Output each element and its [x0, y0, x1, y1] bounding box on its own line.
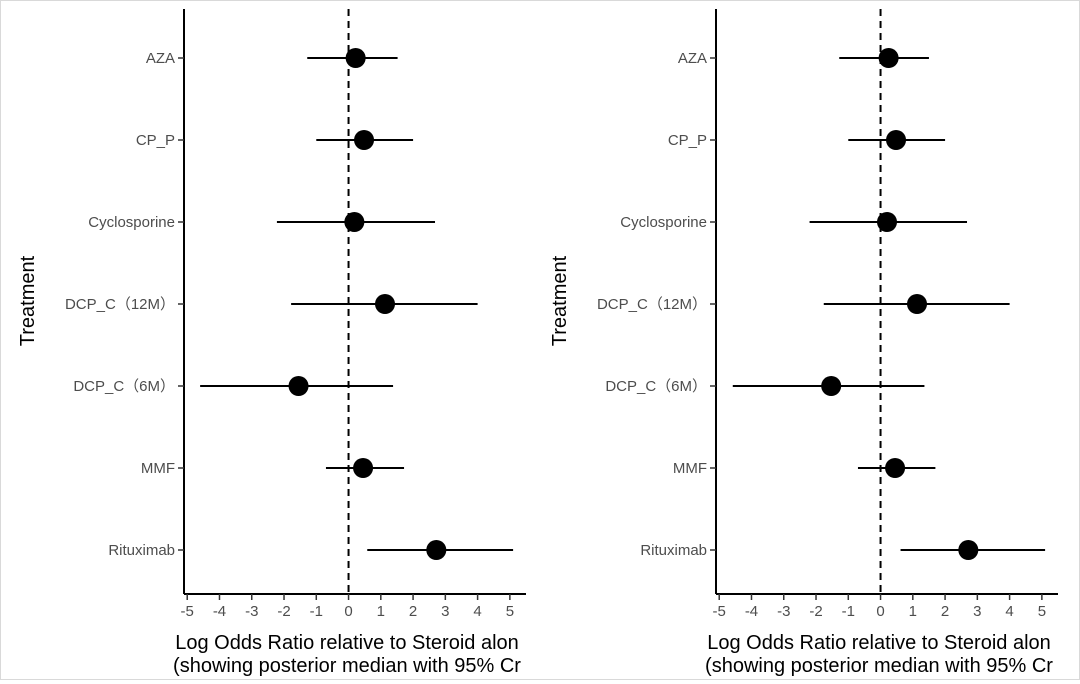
median-point: [878, 48, 899, 68]
x-tick-label: -5: [713, 603, 726, 620]
median-point: [345, 48, 366, 68]
x-tick-label: -1: [310, 603, 323, 620]
x-tick-label: -4: [745, 603, 758, 620]
x-tick-label: -4: [213, 603, 226, 620]
median-point: [877, 212, 897, 232]
x-tick-label: 2: [941, 603, 949, 620]
category-label: Cyclosporine: [88, 214, 175, 231]
x-axis-title-line2: (showing posterior median with 95% Cr: [705, 655, 1053, 677]
x-axis-title-line1: Log Odds Ratio relative to Steroid alon: [175, 632, 519, 654]
x-tick-label: 0: [876, 603, 884, 620]
category-label: Cyclosporine: [620, 214, 707, 231]
x-tick-label: -1: [842, 603, 855, 620]
median-point: [907, 294, 928, 314]
category-label: Rituximab: [640, 542, 707, 559]
category-label: AZA: [678, 50, 707, 67]
x-tick-label: 1: [909, 603, 917, 620]
x-tick-label: 3: [973, 603, 981, 620]
median-point: [375, 294, 396, 314]
median-point: [288, 376, 309, 396]
y-axis-title: Treatment: [17, 255, 39, 346]
x-tick-label: 0: [344, 603, 352, 620]
x-tick-label: 4: [1005, 603, 1013, 620]
forest-panel-right: -5 -4 -3 -2 -1 0 1 2 3 4 5 AZA CP_P Cyclosporine DCP_C…: [549, 9, 1058, 677]
median-point: [886, 130, 907, 150]
category-label: DCP_C（6M）: [73, 378, 175, 395]
x-tick-label: -2: [277, 603, 290, 620]
y-axis-title: Treatment: [549, 255, 571, 346]
x-tick-label: 2: [409, 603, 417, 620]
x-tick-label: -5: [181, 603, 194, 620]
median-point: [885, 458, 906, 478]
category-label: Rituximab: [108, 542, 175, 559]
x-axis-title-line1: Log Odds Ratio relative to Steroid alon: [707, 632, 1051, 654]
forest-panel-left: -5 -4 -3 -2 -1 0 1 2 3 4 5 AZA CP_P Cyclosporine DCP_C…: [17, 9, 526, 677]
category-label: AZA: [146, 50, 175, 67]
category-label: MMF: [141, 460, 175, 477]
x-tick-label: 5: [506, 603, 514, 620]
category-label: DCP_C（12M）: [597, 296, 707, 313]
x-tick-label: -2: [809, 603, 822, 620]
x-tick-label: 1: [377, 603, 385, 620]
x-tick-label: 5: [1038, 603, 1046, 620]
category-label: DCP_C（12M）: [65, 296, 175, 313]
x-tick-label: 4: [473, 603, 481, 620]
median-point: [958, 540, 979, 560]
median-point: [353, 458, 374, 478]
median-point: [426, 540, 447, 560]
x-tick-label: -3: [777, 603, 790, 620]
median-point: [821, 376, 842, 396]
category-label: MMF: [673, 460, 707, 477]
category-label: CP_P: [136, 132, 175, 149]
category-label: DCP_C（6M）: [605, 378, 707, 395]
category-label: CP_P: [668, 132, 707, 149]
x-tick-label: 3: [441, 603, 449, 620]
x-axis-title-line2: (showing posterior median with 95% Cr: [173, 655, 521, 677]
x-tick-label: -3: [245, 603, 258, 620]
median-point: [354, 130, 375, 150]
median-point: [344, 212, 365, 232]
